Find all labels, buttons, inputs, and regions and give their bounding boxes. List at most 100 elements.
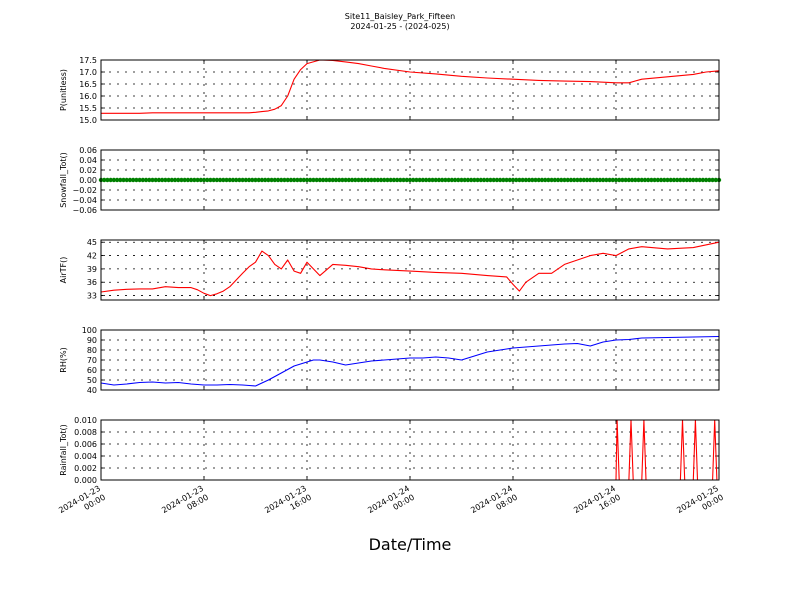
- panels: 15.015.516.016.517.017.5P(unitless)0.060…: [59, 56, 722, 485]
- y-tick-label: 0.002: [74, 464, 97, 473]
- data-point: [423, 177, 429, 183]
- data-point: [340, 177, 345, 183]
- panel-5: 0.000 0.002 0.004 0.006 0.008 0.010 Rainfall_T…: [59, 416, 720, 485]
- data-point: [382, 177, 387, 183]
- data-point: [523, 177, 529, 183]
- data-point: [436, 177, 442, 183]
- x-tick-labels: 2024-01-2300:00 2024-01-2308:00 2024-01-23…: [57, 484, 725, 524]
- data-point: [459, 177, 464, 183]
- data-point: [620, 177, 625, 183]
- data-point: [327, 177, 332, 183]
- series-line: [100, 241, 720, 297]
- data-point: [514, 177, 519, 183]
- data-point: [182, 177, 187, 183]
- y-tick-label: 90: [87, 336, 97, 345]
- data-point: [430, 177, 435, 183]
- data-point: [365, 177, 371, 183]
- data-point: [272, 177, 278, 183]
- data-point: [324, 177, 329, 183]
- y-tick-label: 45: [87, 238, 97, 247]
- data-point: [626, 177, 632, 183]
- data-point: [678, 177, 683, 183]
- data-point: [311, 177, 316, 183]
- y-tick-label: −0.04: [72, 196, 97, 205]
- data-point: [668, 177, 673, 183]
- panel-2: 0.060.040.020.00−0.02−0.04−0.06 Snowfall_…: [59, 146, 722, 215]
- data-point: [304, 177, 310, 183]
- y-tick-label: 0.006: [74, 440, 97, 449]
- data-point: [314, 177, 319, 183]
- axes-frame: [100, 239, 720, 301]
- data-point: [485, 177, 490, 183]
- data-point: [147, 177, 152, 183]
- data-point: [134, 177, 139, 183]
- data-point: [346, 177, 352, 183]
- y-tick-label: 0.004: [74, 452, 97, 461]
- data-point: [639, 177, 644, 183]
- data-point: [681, 177, 686, 183]
- data-point: [140, 177, 146, 183]
- data-point: [517, 177, 522, 183]
- data-point: [198, 177, 203, 183]
- data-point: [308, 177, 313, 183]
- data-point: [552, 177, 558, 183]
- data-point: [446, 177, 451, 183]
- data-point: [588, 177, 593, 183]
- data-point: [633, 177, 638, 183]
- data-point: [256, 177, 261, 183]
- data-point: [417, 177, 422, 183]
- data-point: [356, 177, 361, 183]
- y-tick-label: 16.5: [79, 80, 97, 89]
- data-point: [333, 177, 339, 183]
- data-point: [330, 177, 335, 183]
- data-point: [591, 177, 596, 183]
- data-point: [536, 177, 541, 183]
- data-point: [539, 177, 545, 183]
- data-point: [649, 177, 654, 183]
- data-point: [353, 177, 358, 183]
- series-line: [101, 59, 720, 114]
- data-point: [150, 177, 155, 183]
- data-point: [172, 177, 178, 183]
- x-tick-label: 2024-01-2400:00: [366, 484, 416, 524]
- data-point: [362, 177, 368, 183]
- data-point: [613, 177, 619, 183]
- data-point: [568, 177, 574, 183]
- data-point: [559, 177, 564, 183]
- data-point: [163, 177, 168, 183]
- data-point: [240, 177, 245, 183]
- data-point: [642, 177, 648, 183]
- y-axis-label: Rainfall_Tot(): [59, 424, 68, 476]
- data-point: [295, 177, 300, 183]
- y-tick-label: 70: [87, 356, 97, 365]
- y-tick-label: 39: [87, 265, 97, 274]
- data-point: [578, 177, 583, 183]
- data-point: [114, 177, 120, 183]
- data-point: [456, 177, 461, 183]
- data-point: [694, 177, 699, 183]
- data-point: [153, 177, 158, 183]
- data-point: [394, 177, 400, 183]
- data-point: [549, 177, 554, 183]
- data-point: [288, 177, 294, 183]
- data-point: [217, 177, 223, 183]
- data-point: [636, 177, 641, 183]
- data-point: [407, 177, 413, 183]
- data-point: [494, 177, 500, 183]
- y-tick-label: 80: [87, 346, 97, 355]
- data-point: [411, 177, 416, 183]
- data-point: [703, 177, 709, 183]
- data-point: [401, 177, 406, 183]
- data-point: [697, 177, 702, 183]
- data-point: [298, 177, 303, 183]
- axes-frame: [100, 329, 720, 391]
- data-point: [259, 177, 265, 183]
- data-point: [600, 177, 606, 183]
- data-point: [269, 177, 274, 183]
- x-tick-label: 2024-01-2300:00: [57, 484, 107, 524]
- data-point: [230, 177, 236, 183]
- y-tick-label: 50: [87, 376, 97, 385]
- y-tick-label: −0.02: [72, 186, 97, 195]
- data-point: [684, 177, 690, 183]
- data-point: [130, 177, 136, 183]
